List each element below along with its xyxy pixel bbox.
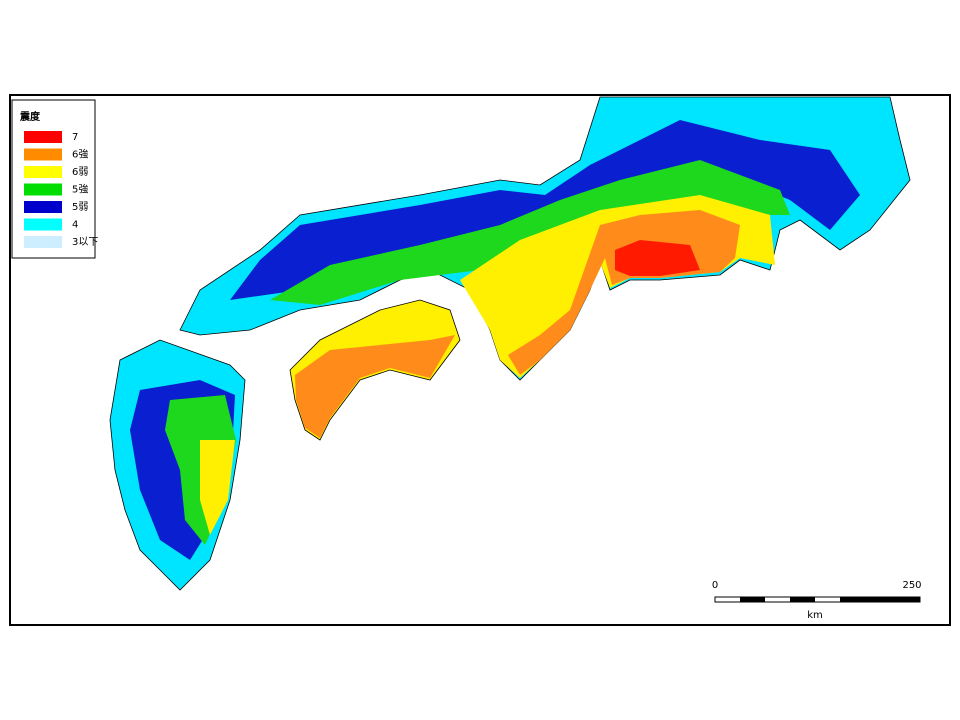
shikoku-orange (295, 335, 455, 438)
landmass (109, 96, 911, 591)
legend-label: 7 (72, 132, 78, 143)
scale-bar-segment (840, 597, 920, 602)
legend-swatch (24, 201, 62, 213)
legend-swatch (24, 218, 62, 231)
legend-swatch (24, 183, 62, 196)
scale-unit: km (807, 610, 823, 621)
legend-title: 震度 (20, 110, 41, 123)
legend-swatch (24, 236, 62, 248)
kyushu-yellow (200, 440, 235, 535)
legend-swatch (24, 148, 62, 161)
scale-start: 0 (712, 580, 718, 591)
legend-label: 4 (72, 220, 78, 231)
legend: 震度 7 6強 6弱 5強 5弱 4 3以下 (11, 99, 98, 259)
scale-bar: 0 250 km (712, 580, 922, 621)
legend-box (11, 99, 96, 259)
legend-swatch (24, 131, 62, 143)
legend-label: 5弱 (72, 201, 88, 213)
legend-label: 3以下 (72, 237, 98, 248)
region-red (615, 240, 700, 276)
scale-end: 250 (902, 580, 921, 591)
legend-swatch (24, 166, 62, 178)
region-green (270, 160, 790, 305)
legend-label: 6強 (72, 148, 88, 161)
legend-label: 5強 (72, 183, 88, 196)
legend-label: 6弱 (72, 166, 88, 178)
scale-bar-segment (740, 597, 765, 602)
scale-bar-segment (790, 597, 815, 602)
